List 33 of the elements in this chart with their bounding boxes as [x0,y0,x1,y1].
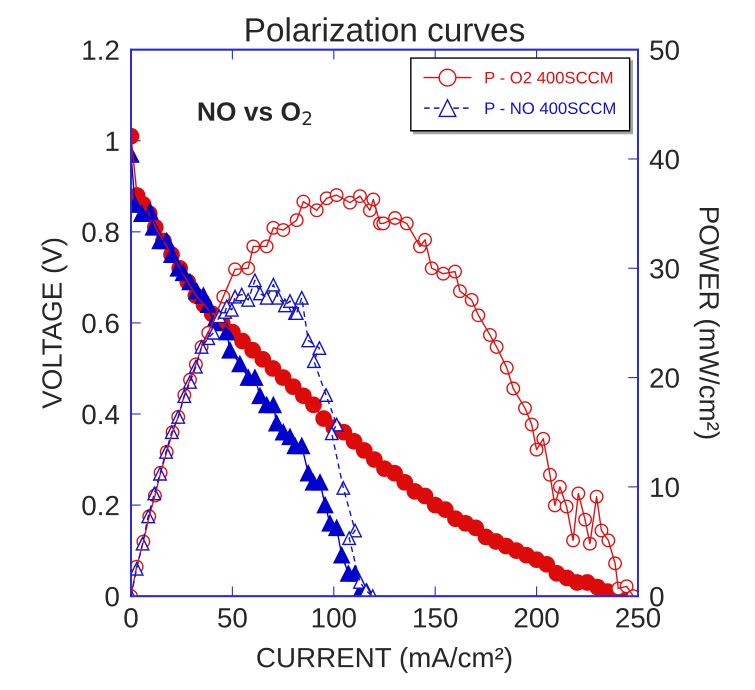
legend-label: P - NO 400SCCM [486,102,615,114]
y2-tick-label: 20 [650,368,679,388]
legend-label: P - O2 400SCCM [486,72,612,84]
x-axis-title: CURRENT (mA/cm²) [257,647,512,673]
y-tick-label: 1.2 [83,40,118,60]
y-tick-label: 0 [106,586,119,606]
x-tick-label: 0 [124,608,138,628]
point [206,326,220,340]
y2-tick-label: 50 [650,40,679,60]
x-tick-label: 50 [218,608,247,628]
y2-tick-label: 10 [651,478,679,498]
x-tick-label: 100 [312,608,356,628]
y-tick-label: 0.4 [82,404,120,424]
y-axis-title: VOLTAGE (V) [41,238,68,409]
y-tick-label: 1 [106,132,119,151]
y2-tick-label: 0 [650,586,664,606]
point [324,426,339,440]
x-tick-label: 150 [414,608,458,628]
chart-title: Polarization curves [246,17,524,42]
y2-tick-label: 40 [650,150,679,170]
point [312,341,326,356]
y2-axis-title: POWER (mW/cm²) [694,208,720,438]
point [224,302,239,317]
point [241,293,256,307]
point [246,369,264,386]
y-tick-label: 0.2 [82,496,118,516]
point [266,278,280,292]
x-tick-label: 250 [616,608,660,628]
y-tick-label: 0.8 [82,222,119,242]
y-tick-label: 0.6 [82,314,119,334]
y2-tick-label: 30 [650,258,679,279]
x-tick-label: 200 [514,608,559,628]
annotation: NO vs O$_{2}$ [198,102,312,126]
